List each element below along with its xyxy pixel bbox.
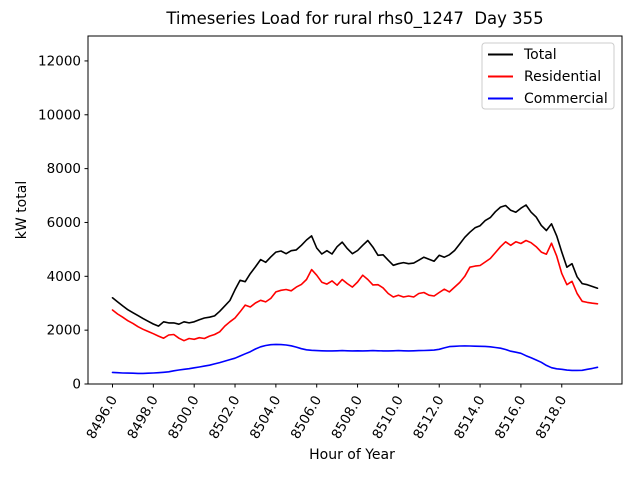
x-tick-label: 8516.0 — [492, 393, 529, 442]
x-tick-label: 8500.0 — [165, 393, 202, 442]
y-axis-ticks: 0 2000 4000 6000 8000 10000 12000 — [38, 53, 88, 393]
data-series — [111, 204, 599, 375]
legend: Total Residential Commercial — [481, 42, 615, 110]
y-tick-label: 2000 — [47, 323, 81, 339]
x-tick-label: 8504.0 — [247, 393, 284, 442]
x-tick-label: 8512.0 — [410, 393, 447, 442]
legend-label-total: Total — [523, 47, 557, 63]
legend-label-commercial: Commercial — [524, 91, 608, 107]
y-tick-label: 8000 — [47, 161, 81, 177]
y-tick-label: 4000 — [47, 269, 81, 285]
x-tick-label: 8506.0 — [288, 393, 325, 442]
legend-box — [481, 42, 615, 110]
series-line-commercial — [111, 343, 599, 375]
series-line-total — [111, 204, 599, 327]
y-tick-label: 12000 — [38, 53, 81, 69]
y-tick-label: 0 — [72, 377, 81, 393]
x-tick-label: 8502.0 — [206, 393, 243, 442]
chart-title: Timeseries Load for rural rhs0_1247 Day … — [165, 9, 543, 29]
x-tick-label: 8508.0 — [329, 393, 366, 442]
legend-label-residential: Residential — [524, 69, 601, 85]
y-axis-label: kW total — [14, 181, 30, 239]
x-axis-label: Hour of Year — [309, 447, 395, 463]
series-line-residential — [111, 239, 599, 342]
x-tick-label: 8518.0 — [533, 393, 570, 442]
y-tick-label: 10000 — [38, 107, 81, 123]
x-tick-label: 8498.0 — [124, 393, 161, 442]
x-tick-label: 8510.0 — [369, 393, 406, 442]
x-tick-label: 8496.0 — [83, 393, 120, 442]
x-axis-ticks: 8496.0 8498.0 8500.0 8502.0 8504.0 8506.0 8508… — [83, 384, 570, 442]
x-tick-label: 8514.0 — [451, 393, 488, 442]
y-tick-label: 6000 — [47, 215, 81, 231]
